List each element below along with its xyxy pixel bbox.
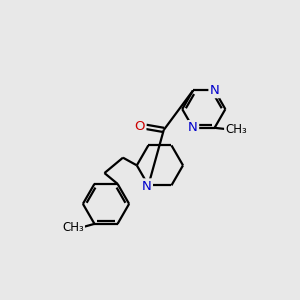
Text: O: O: [135, 120, 145, 134]
Text: CH₃: CH₃: [225, 123, 247, 136]
Text: N: N: [142, 180, 152, 193]
Text: N: N: [188, 121, 198, 134]
Text: CH₃: CH₃: [62, 221, 84, 234]
Text: N: N: [210, 84, 220, 97]
